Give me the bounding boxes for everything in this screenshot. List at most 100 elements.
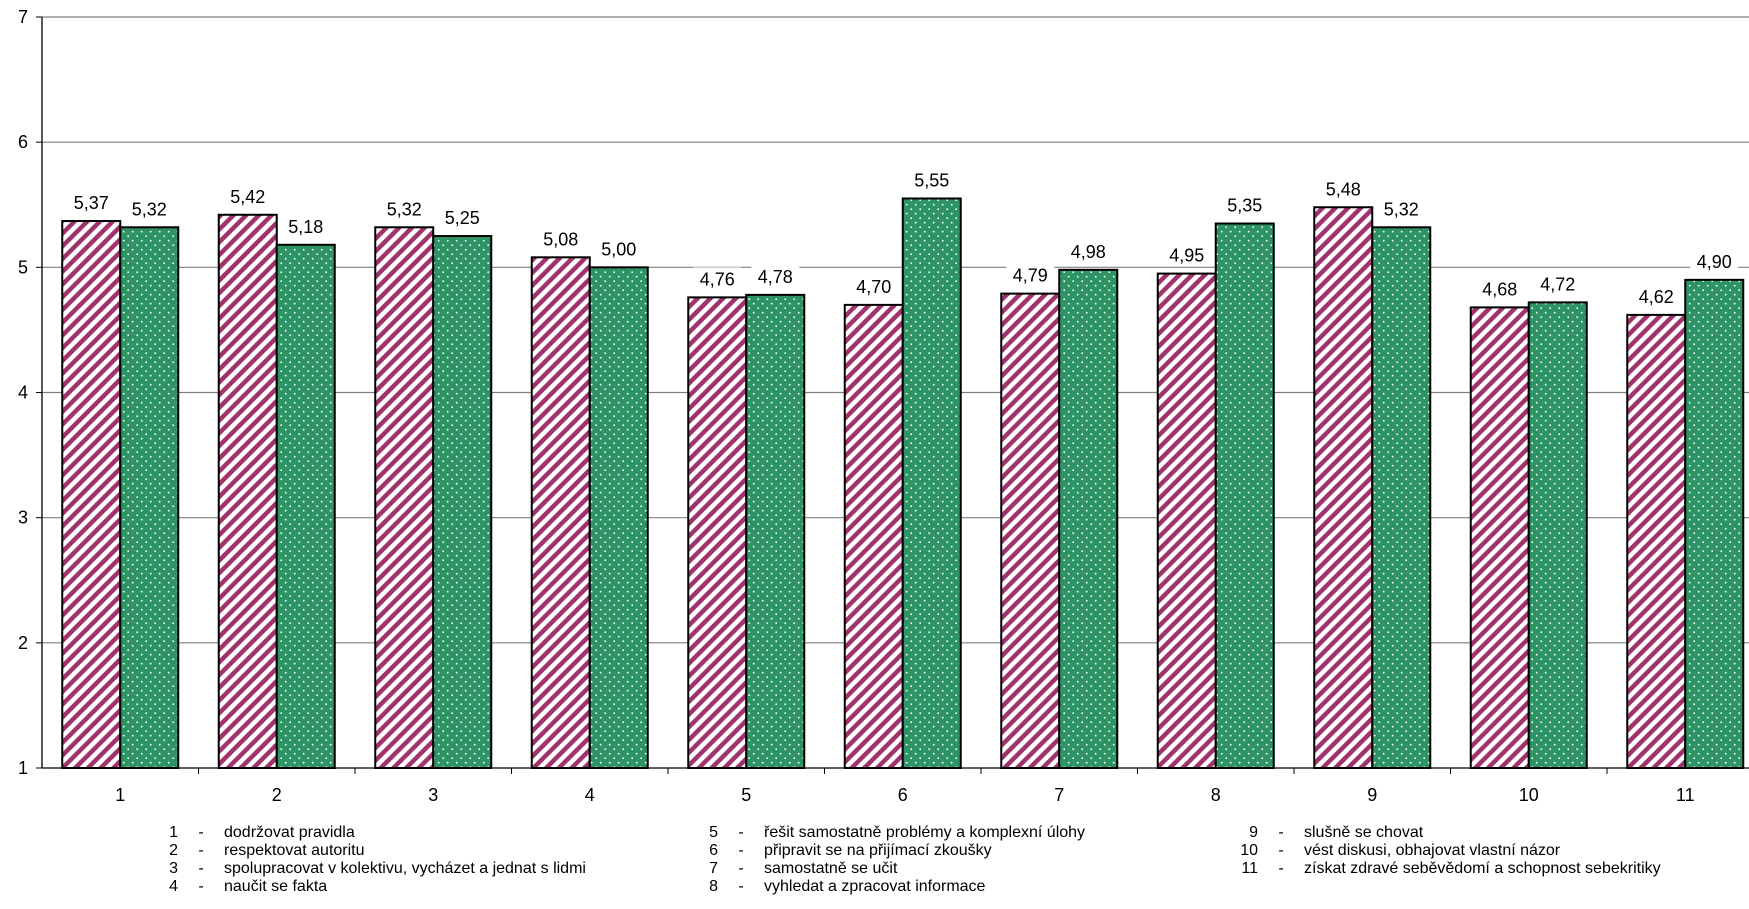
legend-separator: - [198,824,204,841]
data-label-bg [536,227,585,250]
data-label-bg [1475,277,1524,300]
legend-item-text: dodržovat pravidla [224,824,355,841]
data-label: 5,18 [288,217,323,237]
legend-item: 11 - získat zdravé seběvědomí a schopnost … [1232,860,1661,878]
bar-series-1 [687,296,748,769]
legend-column-2: 5 - řešit samostatně problémy a komplexní … [692,824,1085,896]
y-tick-label: 2 [18,633,28,653]
bar-series-2 [1214,222,1275,769]
legend-item-text: připravit se na přijímací zkoušky [764,842,992,859]
data-label-bg [1377,197,1426,220]
data-label-bg [1162,243,1211,266]
bars [61,168,1745,770]
bar-series-2 [1371,226,1432,769]
y-tick-label: 5 [18,257,28,277]
legend-column-3: 9 - slušně se chovat 10 - vést diskusi, obhaj… [1232,824,1661,878]
data-label-bg [1533,272,1582,295]
legend-item-text: samostatně se učit [764,860,898,877]
bar-series-2 [432,235,493,769]
legend-item-number: 1 [169,824,178,841]
x-tick-label: 8 [1211,785,1221,805]
legend-item-number: 3 [169,860,178,877]
legend-item-number: 9 [1249,824,1258,841]
y-tick-label: 1 [18,758,28,778]
legend-separator: - [1278,824,1284,841]
data-label-bg [1690,249,1739,272]
data-label-bg [1319,177,1368,200]
legend-item: 3 - spolupracovat v kolektivu, vycházet a … [152,860,586,878]
data-label: 5,42 [230,187,265,207]
data-label: 4,62 [1639,287,1674,307]
x-tick-label: 10 [1519,785,1539,805]
legend-item-text: získat zdravé seběvědomí a schopnost seb… [1304,860,1661,877]
data-label-bg [281,214,330,237]
data-label: 5,32 [1384,199,1419,219]
legend-separator: - [738,860,744,877]
data-label: 5,32 [132,199,167,219]
data-label-bg [380,197,429,220]
legend-item-text: vést diskusi, obhajovat vlastní názor [1304,842,1561,859]
y-tick-label: 7 [18,7,28,27]
legend-item: 10 - vést diskusi, obhajovat vlastní názor [1232,842,1661,860]
data-label: 4,90 [1697,252,1732,272]
data-label: 5,35 [1227,196,1262,216]
x-tick-label: 2 [272,785,282,805]
x-tick-label: 7 [1054,785,1064,805]
legend-item-number: 2 [169,842,178,859]
bar-series-1 [374,226,435,769]
data-labels: 5,37 5,32 5,42 5,18 5,32 5,25 5,08 5,00 4,76 4,78… [74,170,1732,306]
x-tick-label: 4 [585,785,595,805]
bar-series-2 [901,197,962,770]
data-label: 5,25 [445,208,480,228]
bar-series-1 [843,303,904,769]
x-tick-label: 1 [115,785,125,805]
legend-item-number: 5 [709,824,718,841]
legend-item: 7 - samostatně se učit [692,860,1085,878]
data-label: 4,98 [1071,242,1106,262]
legend-separator: - [738,878,744,895]
legend-item-number: 6 [709,842,718,859]
data-label-bg [223,184,272,207]
data-label-bg [751,264,800,287]
data-label: 4,72 [1540,274,1575,294]
legend-item: 1 - dodržovat pravidla [152,824,586,842]
data-label: 4,68 [1482,279,1517,299]
bar-series-1 [217,213,278,770]
data-label: 5,37 [74,193,109,213]
data-label: 5,32 [387,199,422,219]
data-label: 5,55 [914,170,949,190]
legend-item: 6 - připravit se na přijímací zkoušky [692,842,1085,860]
legend-item-number: 10 [1240,842,1258,859]
data-label: 4,79 [1013,266,1048,286]
legend-item: 5 - řešit samostatně problémy a komplexní … [692,824,1085,842]
legend-item: 9 - slušně se chovat [1232,824,1661,842]
legend-item-text: respektovat autoritu [224,842,365,859]
data-label-bg [1064,239,1113,262]
data-label-bg [1006,263,1055,286]
legend-item-number: 4 [169,878,178,895]
legend-separator: - [1278,842,1284,859]
x-tick-label: 3 [428,785,438,805]
x-tick-label: 9 [1367,785,1377,805]
legend-separator: - [198,860,204,877]
y-tick-label: 6 [18,132,28,152]
legend-separator: - [198,878,204,895]
data-label-bg [907,168,956,191]
bar-series-2 [1527,301,1588,769]
data-label: 5,08 [543,229,578,249]
data-label-bg [125,197,174,220]
bar-series-1 [1313,206,1374,769]
legend-separator: - [738,824,744,841]
data-label-bg [67,191,116,214]
y-tick-label: 3 [18,508,28,528]
legend-item-number: 8 [709,878,718,895]
x-tick-label: 11 [1676,785,1695,805]
legend-item-text: vyhledat a zpracovat informace [764,878,986,895]
bar-series-1 [1000,292,1061,769]
data-label-bg [438,206,487,229]
legend-item-text: naučit se fakta [224,878,328,895]
bar-series-2 [1684,278,1745,769]
bar-series-2 [1058,268,1119,769]
data-label-bg [1632,284,1681,307]
